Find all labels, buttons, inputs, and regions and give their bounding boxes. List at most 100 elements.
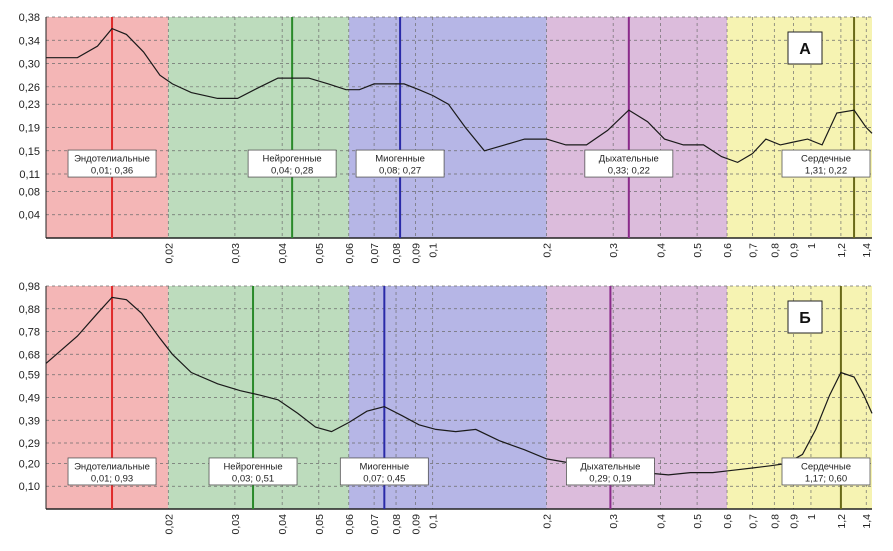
y-tick-label: 0,34 <box>19 35 40 47</box>
x-tick-label: 0,02 <box>163 243 175 264</box>
marker-label-name: Эндотелиальные <box>74 461 150 472</box>
x-tick-label: 0,05 <box>314 514 326 535</box>
x-tick-label: 1,2 <box>836 514 848 529</box>
marker-label-value: 0,04; 0,28 <box>271 166 313 177</box>
panel-tag-label: А <box>799 41 811 58</box>
x-tick-label: 0,07 <box>369 514 381 535</box>
x-tick-label: 0,9 <box>789 514 801 529</box>
x-tick-label: 0,7 <box>747 514 759 529</box>
x-tick-label: 0,02 <box>163 514 175 535</box>
x-tick-label: 0,8 <box>769 514 781 529</box>
series-line <box>46 27 873 164</box>
x-tick-label: 1 <box>806 514 818 520</box>
y-tick-label: 0,78 <box>19 327 40 339</box>
marker-label-name: Нейрогенные <box>263 154 322 165</box>
x-tick-label: 1,4 <box>861 514 873 529</box>
marker-label-value: 0,33; 0,22 <box>608 166 650 177</box>
panel-2: 0,10 0,20 0,29 0,39 0,49 0,59 0,68 0,78 0,88 0,98… <box>19 281 874 534</box>
marker-label-box <box>208 457 298 486</box>
x-tick-label: 0,5 <box>692 514 704 529</box>
x-tick-label: 0,3 <box>608 243 620 258</box>
x-tick-label: 0,4 <box>655 514 667 529</box>
x-tick-label: 0,3 <box>608 514 620 529</box>
marker-label-value: 0,29; 0,19 <box>589 473 631 484</box>
marker-label-box <box>339 457 429 486</box>
x-tick-label: 0,08 <box>391 243 403 264</box>
x-tick-label: 0,1 <box>428 514 440 529</box>
panel-tag-label: Б <box>799 310 811 327</box>
x-tick-label: 1,4 <box>861 243 873 258</box>
panel-tag: А <box>787 31 823 65</box>
x-tick-label: 0,03 <box>230 514 242 535</box>
x-tick-label: 0,08 <box>391 514 403 535</box>
x-tick-label: 0,09 <box>410 514 422 535</box>
panel-tag-box <box>787 300 823 334</box>
x-tick-label: 0,05 <box>314 243 326 264</box>
x-tick-label: 0,2 <box>542 514 554 529</box>
y-tick-label: 0,68 <box>19 349 40 361</box>
marker-label-value: 1,17; 0,60 <box>805 473 847 484</box>
y-tick-label: 0,88 <box>19 304 40 316</box>
y-tick-label: 0,15 <box>19 146 40 158</box>
y-tick-label: 0,11 <box>19 169 40 181</box>
band-3 <box>348 17 547 238</box>
marker-label-value: 0,01; 0,93 <box>91 473 133 484</box>
x-tick-label: 1 <box>806 243 818 249</box>
y-tick-label: 0,26 <box>19 82 40 94</box>
y-tick-label: 0,19 <box>19 123 40 135</box>
marker-label-box <box>355 149 445 178</box>
x-tick-label: 0,8 <box>769 243 781 258</box>
marker-label-box <box>781 457 871 486</box>
y-tick-label: 0,39 <box>19 415 40 427</box>
y-tick-label: 0,20 <box>19 458 40 470</box>
x-tick-label: 0,06 <box>344 243 356 264</box>
marker-label-box <box>781 149 871 178</box>
x-tick-label: 0,03 <box>230 243 242 264</box>
y-tick-label: 0,49 <box>19 393 40 405</box>
panel-1: 0,040,080,110,150,190,230,260,300,340,38… <box>19 12 874 263</box>
x-tick-label: 0,2 <box>542 243 554 258</box>
marker-label-value: 0,08; 0,27 <box>379 166 421 177</box>
x-tick-label: 1,2 <box>836 243 848 258</box>
x-tick-label: 0,7 <box>747 243 759 258</box>
y-tick-label: 0,98 <box>19 281 40 293</box>
y-tick-label: 0,23 <box>19 99 40 111</box>
y-tick-label: 0,08 <box>19 186 40 198</box>
marker-label-name: Миогенные <box>375 154 425 165</box>
y-tick-label: 0,29 <box>19 438 40 450</box>
series-line <box>45 296 873 476</box>
marker-label-box <box>566 457 655 486</box>
marker-label-name: Миогенные <box>360 461 410 472</box>
x-tick-label: 0,6 <box>722 243 734 258</box>
marker-label-box <box>247 149 337 178</box>
marker-label-name: Дыхательные <box>599 154 659 165</box>
marker-label-value: 0,03; 0,51 <box>232 473 274 484</box>
marker-label-box <box>67 457 157 486</box>
y-tick-label: 0,30 <box>19 59 40 71</box>
x-tick-label: 0,06 <box>344 514 356 535</box>
y-tick-label: 0,04 <box>19 210 40 222</box>
marker-label-name: Дыхательные <box>580 461 640 472</box>
x-tick-label: 0,1 <box>428 243 440 258</box>
marker-label-value: 0,01; 0,36 <box>91 166 133 177</box>
x-tick-label: 0,04 <box>277 243 289 264</box>
x-tick-label: 0,09 <box>410 243 422 264</box>
x-tick-label: 0,4 <box>655 243 667 258</box>
marker-label-name: Нейрогенные <box>223 461 282 472</box>
x-tick-label: 0,07 <box>369 243 381 264</box>
marker-label-value: 0,07; 0,45 <box>363 473 405 484</box>
marker-label-name: Сердечные <box>801 461 851 472</box>
x-tick-label: 0,9 <box>789 243 801 258</box>
marker-label-value: 1,31; 0,22 <box>805 166 847 177</box>
panel-tag: Б <box>787 300 823 334</box>
